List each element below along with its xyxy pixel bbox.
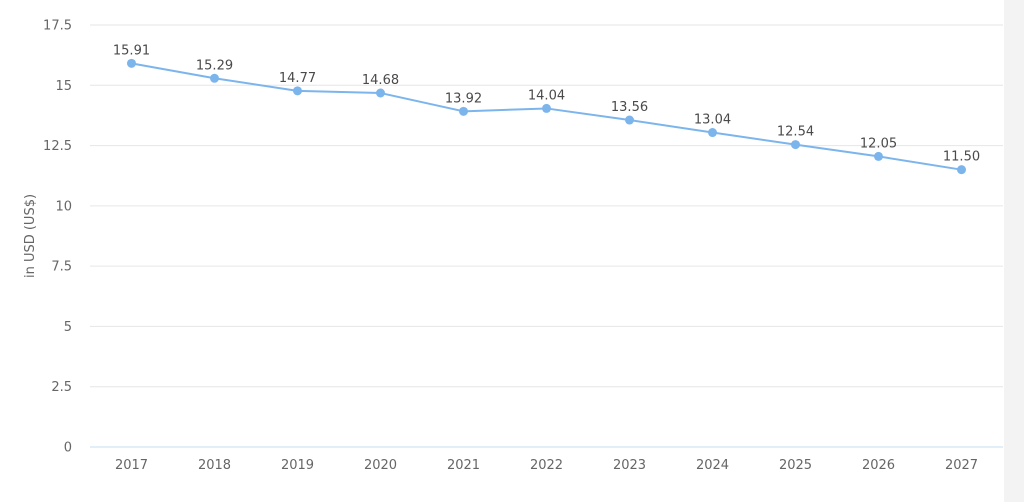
data-point xyxy=(625,115,634,125)
data-labels: 15.91 15.29 14.77 14.68 13.92 14.04 13.56 13.04… xyxy=(113,43,980,164)
data-label: 12.05 xyxy=(860,136,897,151)
data-label: 14.77 xyxy=(279,71,316,86)
data-point xyxy=(874,151,883,161)
data-point xyxy=(542,103,551,113)
data-point xyxy=(376,88,385,98)
x-tick-label: 2017 xyxy=(115,458,148,473)
data-label: 11.50 xyxy=(943,150,980,165)
data-point xyxy=(459,106,468,116)
data-point xyxy=(708,128,717,138)
y-axis-title: in USD (US$) xyxy=(23,194,38,278)
x-tick-label: 2022 xyxy=(530,458,563,473)
x-tick-label: 2025 xyxy=(779,458,812,473)
data-point xyxy=(293,86,302,96)
data-point xyxy=(791,140,800,150)
x-tick-label: 2021 xyxy=(447,458,480,473)
series-line xyxy=(130,62,963,171)
data-label: 13.92 xyxy=(445,91,482,106)
data-point xyxy=(210,73,219,83)
y-tick-label: 12.5 xyxy=(43,139,72,154)
y-tick-label: 5 xyxy=(64,320,72,335)
x-tick-label: 2024 xyxy=(696,458,729,473)
grid-lines xyxy=(90,24,1003,448)
right-edge-strip xyxy=(1004,0,1024,502)
data-point xyxy=(957,165,966,175)
y-tick-label: 0 xyxy=(64,441,72,456)
x-tick-label: 2026 xyxy=(862,458,895,473)
y-tick-label: 10 xyxy=(55,199,72,214)
x-tick-label: 2023 xyxy=(613,458,646,473)
y-tick-label: 17.5 xyxy=(43,19,72,34)
data-point xyxy=(127,58,136,68)
x-axis-ticks: 2017 2018 2019 2020 2021 2022 2023 2024 2025 2026… xyxy=(115,458,978,473)
y-tick-label: 7.5 xyxy=(51,260,72,275)
data-label: 15.91 xyxy=(113,43,150,58)
data-label: 13.04 xyxy=(694,113,731,128)
y-tick-label: 2.5 xyxy=(51,380,72,395)
x-tick-label: 2027 xyxy=(945,458,978,473)
data-label: 14.68 xyxy=(362,73,399,88)
data-label: 13.56 xyxy=(611,100,648,115)
series xyxy=(127,58,966,175)
data-label: 14.04 xyxy=(528,88,565,103)
x-tick-label: 2019 xyxy=(281,458,314,473)
y-tick-label: 15 xyxy=(55,79,72,94)
x-tick-label: 2018 xyxy=(198,458,231,473)
x-tick-label: 2020 xyxy=(364,458,397,473)
y-axis-ticks: 0 2.5 5 7.5 10 12.5 15 17.5 xyxy=(43,19,72,456)
data-label: 15.29 xyxy=(196,58,233,73)
data-label: 12.54 xyxy=(777,125,814,140)
